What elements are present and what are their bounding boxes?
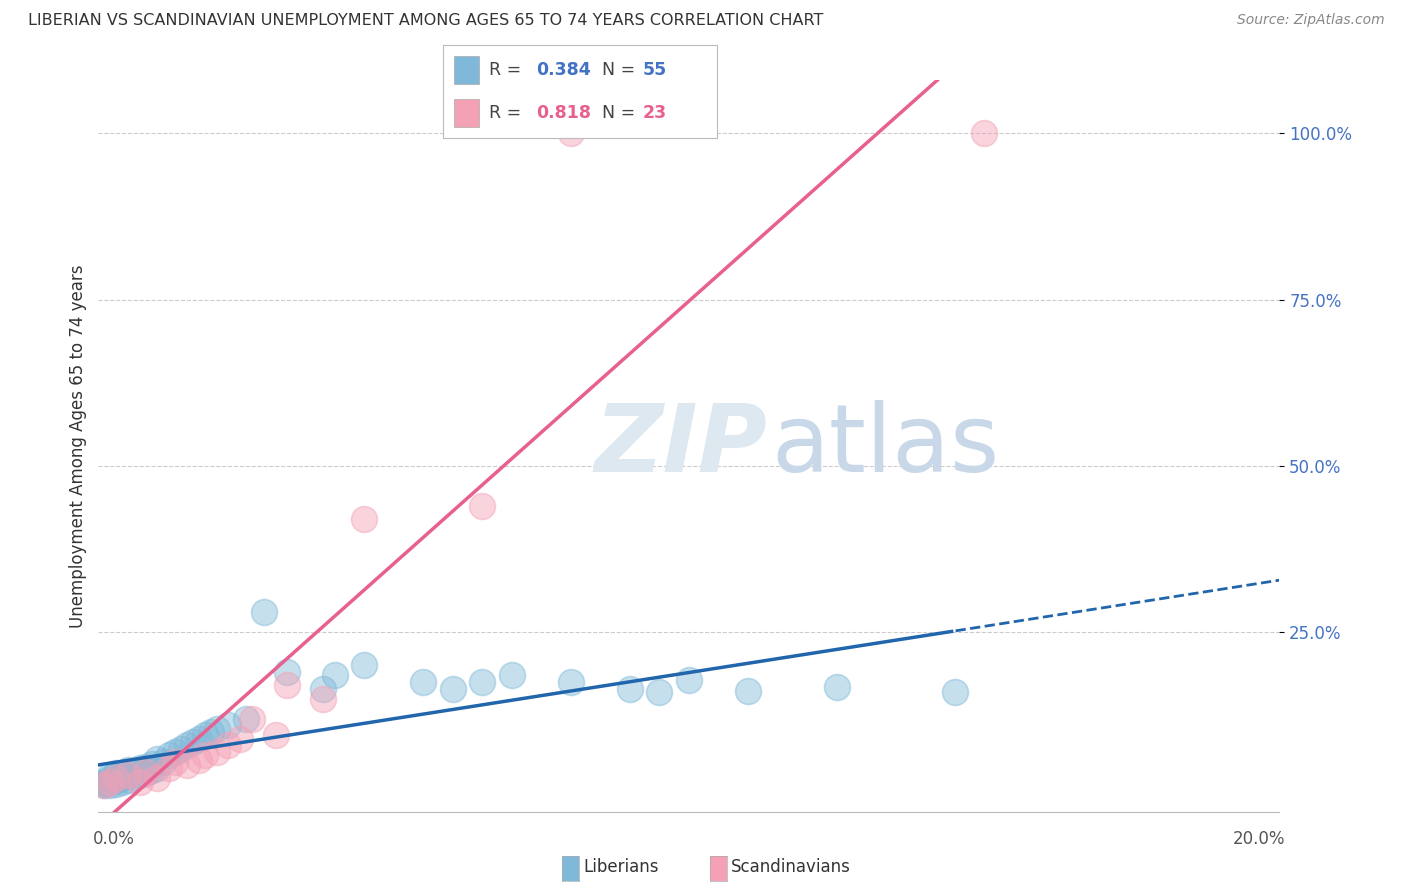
Point: [205, 745, 228, 759]
Point: [135, 766, 157, 780]
Text: 0.0%: 0.0%: [93, 830, 135, 848]
Point: [117, 768, 139, 782]
Point: [111, 772, 134, 786]
Point: [943, 685, 966, 699]
Point: [146, 762, 169, 776]
Point: [111, 774, 134, 789]
Point: [312, 691, 335, 706]
Point: [619, 681, 641, 696]
Point: [276, 665, 298, 679]
Point: [560, 675, 582, 690]
Text: Source: ZipAtlas.com: Source: ZipAtlas.com: [1237, 13, 1385, 28]
Point: [194, 748, 217, 763]
Point: [98, 774, 121, 789]
Point: [264, 728, 287, 742]
Point: [200, 725, 222, 739]
Point: [93, 774, 115, 789]
Point: [217, 718, 239, 732]
Point: [240, 712, 263, 726]
Point: [737, 683, 759, 698]
Point: [141, 764, 163, 778]
Text: atlas: atlas: [772, 400, 1000, 492]
Point: [105, 766, 128, 780]
Point: [205, 722, 228, 736]
Point: [98, 774, 121, 789]
Point: [276, 678, 298, 692]
Point: [235, 712, 257, 726]
Point: [229, 731, 252, 746]
Text: 55: 55: [643, 61, 668, 78]
Point: [105, 772, 128, 787]
Point: [973, 127, 995, 141]
Point: [187, 731, 209, 746]
Point: [105, 772, 128, 786]
Point: [825, 680, 848, 694]
Text: ZIP: ZIP: [595, 400, 768, 492]
Point: [353, 658, 375, 673]
Point: [560, 127, 582, 141]
Text: N =: N =: [602, 61, 641, 78]
Point: [98, 772, 121, 786]
Text: 20.0%: 20.0%: [1233, 830, 1285, 848]
Point: [146, 751, 169, 765]
Point: [441, 681, 464, 696]
Point: [128, 768, 150, 782]
Point: [141, 756, 163, 771]
Point: [93, 777, 115, 791]
Point: [128, 774, 150, 789]
Point: [128, 762, 150, 776]
Point: [98, 778, 121, 792]
Text: LIBERIAN VS SCANDINAVIAN UNEMPLOYMENT AMONG AGES 65 TO 74 YEARS CORRELATION CHAR: LIBERIAN VS SCANDINAVIAN UNEMPLOYMENT AM…: [28, 13, 824, 29]
Point: [105, 777, 128, 791]
Text: 0.384: 0.384: [536, 61, 591, 78]
FancyBboxPatch shape: [454, 99, 478, 127]
Point: [471, 499, 494, 513]
Point: [678, 673, 700, 687]
Point: [135, 764, 157, 779]
Point: [98, 768, 121, 782]
Point: [176, 758, 198, 772]
Point: [117, 772, 139, 787]
Point: [412, 675, 434, 690]
Point: [146, 772, 169, 786]
Point: [181, 735, 204, 749]
Point: [122, 770, 145, 784]
Point: [117, 764, 139, 778]
Text: 23: 23: [643, 104, 668, 122]
Point: [93, 778, 115, 792]
Point: [501, 668, 523, 682]
Point: [122, 764, 145, 779]
Text: 0.818: 0.818: [536, 104, 591, 122]
Point: [217, 738, 239, 752]
Point: [253, 605, 276, 619]
Point: [117, 768, 139, 782]
Point: [176, 738, 198, 752]
Point: [312, 681, 335, 696]
Text: Liberians: Liberians: [583, 858, 659, 876]
Text: Scandinavians: Scandinavians: [731, 858, 851, 876]
Y-axis label: Unemployment Among Ages 65 to 74 years: Unemployment Among Ages 65 to 74 years: [69, 264, 87, 628]
Point: [353, 512, 375, 526]
Point: [187, 753, 209, 767]
Point: [471, 675, 494, 690]
Point: [165, 755, 187, 769]
Point: [93, 778, 115, 792]
Point: [152, 755, 174, 769]
FancyBboxPatch shape: [454, 56, 478, 84]
Point: [194, 728, 217, 742]
Point: [648, 685, 671, 699]
Point: [165, 745, 187, 759]
Point: [111, 766, 134, 780]
Point: [170, 741, 193, 756]
Point: [157, 762, 180, 776]
Text: R =: R =: [489, 61, 527, 78]
Point: [105, 770, 128, 784]
Text: R =: R =: [489, 104, 527, 122]
Text: N =: N =: [602, 104, 641, 122]
Point: [157, 748, 180, 763]
Point: [323, 668, 346, 682]
Point: [135, 759, 157, 773]
